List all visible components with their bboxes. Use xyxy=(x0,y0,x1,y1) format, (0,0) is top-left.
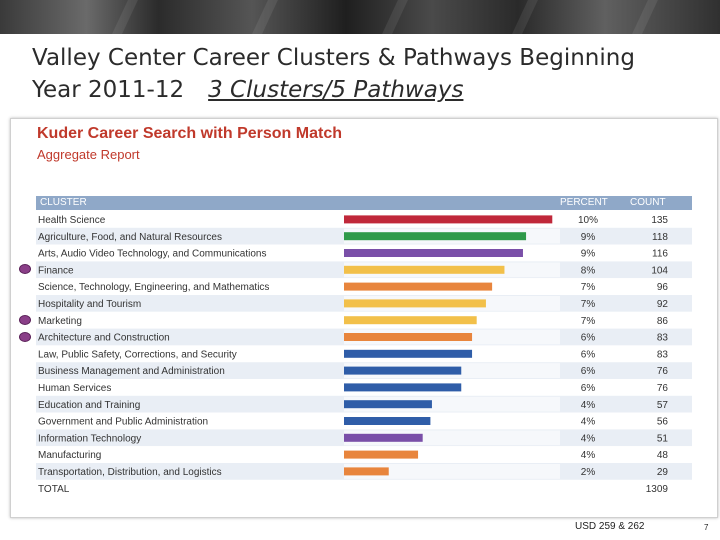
count-label: 116 xyxy=(652,249,668,260)
report-panel: Kuder Career Search with Person Match Ag… xyxy=(10,118,718,518)
highlight-marker xyxy=(19,264,31,275)
slide-title: Valley Center Career Clusters & Pathways… xyxy=(32,42,692,106)
percent-label: 7% xyxy=(581,299,596,310)
column-header-count: COUNT xyxy=(630,197,666,208)
bar-5 xyxy=(344,299,486,308)
percent-label: 7% xyxy=(581,316,596,327)
count-label: 83 xyxy=(657,349,669,360)
bar-3 xyxy=(344,265,505,274)
count-label: 92 xyxy=(657,299,669,310)
column-header-percent: PERCENT xyxy=(560,197,608,208)
count-label: 51 xyxy=(657,433,669,444)
cluster-label: Information Technology xyxy=(38,433,141,444)
count-label: 118 xyxy=(652,232,668,243)
count-label: 135 xyxy=(651,215,668,226)
bar-14 xyxy=(344,450,419,459)
cluster-label: Government and Public Administration xyxy=(38,417,208,428)
percent-label: 4% xyxy=(581,433,596,444)
cluster-label: Architecture and Construction xyxy=(38,333,170,344)
table-header: CLUSTER PERCENT COUNT xyxy=(36,196,692,210)
bar-11 xyxy=(344,400,432,409)
count-label: 96 xyxy=(657,282,669,293)
bar-13 xyxy=(344,433,423,442)
cluster-label: Finance xyxy=(38,265,74,276)
percent-label: 4% xyxy=(581,417,596,428)
column-header-cluster: CLUSTER xyxy=(40,197,87,208)
cluster-label: Health Science xyxy=(38,215,106,226)
cluster-label: Science, Technology, Engineering, and Ma… xyxy=(38,282,269,293)
percent-label: 8% xyxy=(581,265,596,276)
cluster-label: Transportation, Distribution, and Logist… xyxy=(38,467,222,478)
bar-9 xyxy=(344,366,462,375)
slide-title-line1: Valley Center Career Clusters & Pathways… xyxy=(32,45,635,71)
count-label: 76 xyxy=(657,366,669,377)
count-label: 83 xyxy=(657,333,669,344)
bar-1 xyxy=(344,232,527,241)
cluster-label: Education and Training xyxy=(38,400,140,411)
cluster-bar-chart: Health Science 10% 135 Agriculture, Food, a… xyxy=(36,211,692,495)
percent-label: 6% xyxy=(581,366,596,377)
percent-label: 6% xyxy=(581,349,596,360)
count-label: 86 xyxy=(657,316,669,327)
cluster-label: Hospitality and Tourism xyxy=(38,299,141,310)
footer-text: USD 259 & 262 xyxy=(575,521,645,532)
count-label: 57 xyxy=(657,400,669,411)
percent-label: 4% xyxy=(581,450,596,461)
bar-4 xyxy=(344,282,493,291)
bar-2 xyxy=(344,249,523,257)
total-label: TOTAL xyxy=(38,484,70,495)
percent-label: 9% xyxy=(581,232,596,243)
percent-label: 6% xyxy=(581,333,596,344)
percent-label: 9% xyxy=(581,249,596,260)
percent-label: 2% xyxy=(581,467,596,478)
bar-10 xyxy=(344,383,462,392)
highlight-marker xyxy=(19,331,31,342)
page-number: 7 xyxy=(704,523,709,532)
count-label: 56 xyxy=(657,417,669,428)
report-subtitle: Aggregate Report xyxy=(37,147,140,162)
cluster-label: Manufacturing xyxy=(38,450,101,461)
bar-7 xyxy=(344,333,473,341)
bar-12 xyxy=(344,417,431,425)
cluster-label: Human Services xyxy=(38,383,111,394)
bar-8 xyxy=(344,349,473,358)
percent-label: 4% xyxy=(581,400,596,411)
header-banner xyxy=(0,0,720,34)
cluster-label: Agriculture, Food, and Natural Resources xyxy=(38,232,222,243)
count-label: 76 xyxy=(657,383,669,394)
count-label: 48 xyxy=(657,450,669,461)
cluster-label: Law, Public Safety, Corrections, and Sec… xyxy=(38,349,237,360)
count-label: 104 xyxy=(651,265,668,276)
cluster-label: Arts, Audio Video Technology, and Commun… xyxy=(38,249,266,260)
cluster-label: Marketing xyxy=(38,316,82,327)
bar-15 xyxy=(344,467,389,476)
percent-label: 7% xyxy=(581,282,596,293)
count-label: 29 xyxy=(657,467,669,478)
percent-label: 10% xyxy=(578,215,598,226)
bar-track xyxy=(344,464,560,479)
slide-title-line2: Year 2011-12 xyxy=(32,77,185,103)
percent-label: 6% xyxy=(581,383,596,394)
cluster-label: Business Management and Administration xyxy=(38,366,225,377)
highlight-marker xyxy=(19,314,31,325)
bar-0 xyxy=(344,215,553,224)
slide-title-subtitle: 3 Clusters/5 Pathways xyxy=(208,77,464,103)
total-value: 1309 xyxy=(646,484,669,495)
bar-6 xyxy=(344,316,477,325)
report-title: Kuder Career Search with Person Match xyxy=(37,125,342,142)
